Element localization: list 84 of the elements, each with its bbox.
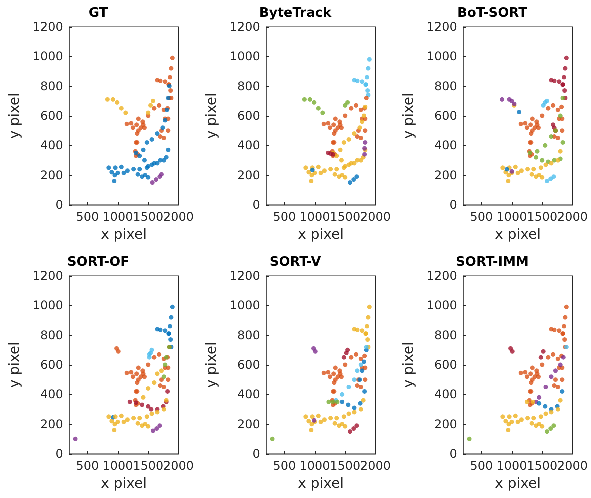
y-tick-label: 600 xyxy=(434,358,458,372)
chart-title: GT xyxy=(88,6,108,21)
y-tick-label: 200 xyxy=(434,417,458,432)
y-tick-label: 1000 xyxy=(426,50,458,64)
y-tick-label: 400 xyxy=(40,138,64,153)
y-tick-label: 0 xyxy=(450,198,458,212)
x-axis-title: x pixel xyxy=(298,476,344,492)
y-tick-label: 1200 xyxy=(426,269,458,283)
y-tick-label: 0 xyxy=(252,447,260,461)
x-tick-label: 1500 xyxy=(527,210,558,224)
y-tick-label: 400 xyxy=(238,138,260,153)
x-axis-title: x pixel xyxy=(495,476,542,492)
chart-title: SORT-OF xyxy=(67,255,130,270)
y-axis-title: y pixel xyxy=(204,93,220,139)
y-axis-title: y pixel xyxy=(7,342,23,388)
x-tick-label: 1500 xyxy=(527,459,558,473)
x-tick-label: 500 xyxy=(76,210,100,224)
y-tick-label: 1000 xyxy=(230,298,260,313)
x-tick-label: 1500 xyxy=(330,459,361,473)
x-axis-title: x pixel xyxy=(101,226,148,243)
y-tick-label: 0 xyxy=(56,447,64,461)
y-tick-label: 200 xyxy=(238,168,260,182)
x-tick-label: 1000 xyxy=(102,459,134,473)
x-tick-label: 500 xyxy=(470,459,494,473)
y-tick-label: 600 xyxy=(434,109,458,123)
x-tick-label: 1500 xyxy=(133,210,164,224)
y-tick-label: 400 xyxy=(238,388,260,402)
x-tick-label: 1000 xyxy=(496,459,528,473)
x-tick-label: 2000 xyxy=(163,459,194,473)
x-axis-title: x pixel xyxy=(298,226,344,243)
x-tick-label: 1000 xyxy=(300,459,330,473)
x-tick-label: 2000 xyxy=(557,459,588,473)
y-tick-label: 0 xyxy=(450,447,458,461)
y-tick-label: 1000 xyxy=(230,50,260,64)
y-tick-label: 1200 xyxy=(230,269,260,283)
y-axis-title: y pixel xyxy=(7,93,23,139)
y-tick-label: 1200 xyxy=(32,20,64,34)
y-tick-label: 800 xyxy=(434,328,458,342)
x-tick-label: 500 xyxy=(273,459,296,473)
y-axis-title: y pixel xyxy=(401,342,417,388)
x-tick-label: 500 xyxy=(273,210,296,224)
x-tick-label: 2000 xyxy=(360,210,392,224)
y-tick-label: 200 xyxy=(434,168,458,182)
chart-title: BoT-SORT xyxy=(458,6,528,21)
y-tick-label: 400 xyxy=(434,388,458,402)
y-axis-title: y pixel xyxy=(204,342,220,388)
y-tick-label: 200 xyxy=(238,417,260,432)
chart-title: ByteTrack xyxy=(259,6,332,21)
y-tick-label: 400 xyxy=(40,388,64,402)
y-tick-label: 600 xyxy=(40,109,64,123)
x-tick-label: 1000 xyxy=(300,210,330,224)
y-tick-label: 1200 xyxy=(426,20,458,34)
x-tick-label: 2000 xyxy=(163,210,194,224)
chart-title: SORT-IMM xyxy=(456,255,529,270)
y-tick-label: 0 xyxy=(56,198,64,212)
y-tick-label: 800 xyxy=(40,328,64,342)
y-tick-label: 1000 xyxy=(32,50,64,64)
x-tick-label: 1500 xyxy=(330,210,361,224)
y-tick-label: 1000 xyxy=(32,298,64,313)
y-axis-title: y pixel xyxy=(401,93,417,139)
y-tick-label: 400 xyxy=(434,138,458,153)
y-tick-label: 1200 xyxy=(32,269,64,283)
y-tick-label: 800 xyxy=(238,79,260,94)
y-tick-label: 600 xyxy=(238,109,260,123)
x-tick-label: 1000 xyxy=(496,210,528,224)
y-tick-label: 200 xyxy=(40,168,64,182)
x-axis-title: x pixel xyxy=(495,226,542,243)
x-tick-label: 500 xyxy=(470,210,494,224)
x-tick-label: 1000 xyxy=(102,210,134,224)
y-tick-label: 800 xyxy=(434,79,458,94)
y-tick-label: 800 xyxy=(40,79,64,94)
y-tick-label: 800 xyxy=(238,328,260,342)
x-axis-title: x pixel xyxy=(101,476,148,492)
x-tick-label: 2000 xyxy=(557,210,588,224)
y-tick-label: 600 xyxy=(238,358,260,372)
x-tick-label: 2000 xyxy=(360,459,392,473)
y-tick-label: 1200 xyxy=(230,20,260,34)
y-tick-label: 200 xyxy=(40,417,64,432)
x-tick-label: 500 xyxy=(76,459,100,473)
y-tick-label: 0 xyxy=(252,198,260,212)
y-tick-label: 1000 xyxy=(426,298,458,313)
y-tick-label: 600 xyxy=(40,358,64,372)
x-tick-label: 1500 xyxy=(133,459,164,473)
chart-title: SORT-V xyxy=(270,255,322,270)
